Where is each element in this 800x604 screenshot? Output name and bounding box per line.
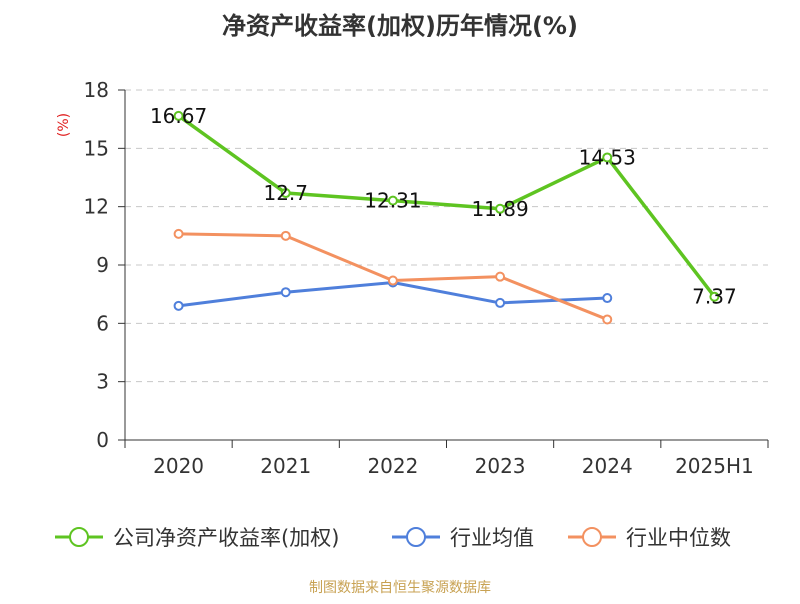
data-point[interactable] bbox=[173, 228, 184, 239]
x-tick-label: 2024 bbox=[582, 454, 633, 478]
data-point[interactable] bbox=[173, 110, 184, 121]
data-label: 16.67 bbox=[150, 104, 207, 128]
data-point[interactable] bbox=[709, 291, 720, 302]
legend[interactable]: 公司净资产收益率(加权) 行业均值 行业中位数 bbox=[55, 526, 731, 550]
x-tick-label: 2022 bbox=[367, 454, 418, 478]
data-label: 11.89 bbox=[471, 197, 528, 221]
legend-item[interactable]: 行业均值 bbox=[392, 526, 534, 550]
data-point[interactable] bbox=[602, 152, 613, 163]
data-point[interactable] bbox=[280, 230, 291, 241]
data-label: 7.37 bbox=[692, 285, 737, 309]
legend-item[interactable]: 公司净资产收益率(加权) bbox=[55, 526, 339, 550]
x-tick-label: 2020 bbox=[153, 454, 204, 478]
y-tick-label: 0 bbox=[96, 428, 109, 452]
x-tick-label: 2025H1 bbox=[675, 454, 754, 478]
legend-label: 行业均值 bbox=[450, 526, 534, 550]
grid-lines bbox=[125, 89, 768, 383]
series-lines bbox=[173, 110, 720, 325]
y-tick-label: 3 bbox=[96, 370, 109, 394]
source-note: 制图数据来自恒生聚源数据库 bbox=[309, 580, 491, 596]
y-tick-label: 9 bbox=[96, 253, 109, 277]
data-point[interactable] bbox=[495, 203, 506, 214]
x-tick-label: 2023 bbox=[475, 454, 526, 478]
series-line bbox=[176, 114, 717, 299]
data-point[interactable] bbox=[387, 195, 398, 206]
legend-marker bbox=[69, 527, 89, 547]
legend-item[interactable]: 行业中位数 bbox=[568, 526, 731, 550]
axes: 0 3 6 9 12 15 18 2020 2021 2022 2023 2024 2025H1 bbox=[84, 78, 769, 478]
data-label: 12.7 bbox=[263, 181, 308, 205]
y-tick-label: 12 bbox=[84, 195, 109, 219]
y-tick-label: 15 bbox=[84, 136, 109, 160]
data-point[interactable] bbox=[495, 297, 506, 308]
data-label: 12.31 bbox=[364, 189, 421, 213]
series-0 bbox=[173, 110, 720, 302]
data-point[interactable] bbox=[280, 188, 291, 199]
series-2 bbox=[173, 228, 613, 325]
data-point[interactable] bbox=[495, 271, 506, 282]
data-labels: 16.67 12.7 12.31 11.89 14.53 7.37 bbox=[150, 104, 737, 309]
data-point[interactable] bbox=[387, 275, 398, 286]
y-axis-label: (%) bbox=[56, 113, 72, 137]
data-point[interactable] bbox=[602, 314, 613, 325]
data-label: 14.53 bbox=[579, 145, 636, 169]
legend-marker bbox=[406, 527, 426, 547]
chart-title: 净资产收益率(加权)历年情况(%) bbox=[222, 12, 578, 40]
y-tick-label: 6 bbox=[96, 311, 109, 335]
x-tick-label: 2021 bbox=[260, 454, 311, 478]
legend-label: 行业中位数 bbox=[626, 526, 731, 550]
data-point[interactable] bbox=[173, 300, 184, 311]
legend-label: 公司净资产收益率(加权) bbox=[113, 526, 339, 550]
legend-marker bbox=[582, 527, 602, 547]
y-tick-label: 18 bbox=[84, 78, 109, 102]
data-point[interactable] bbox=[602, 293, 613, 304]
data-point[interactable] bbox=[280, 287, 291, 298]
